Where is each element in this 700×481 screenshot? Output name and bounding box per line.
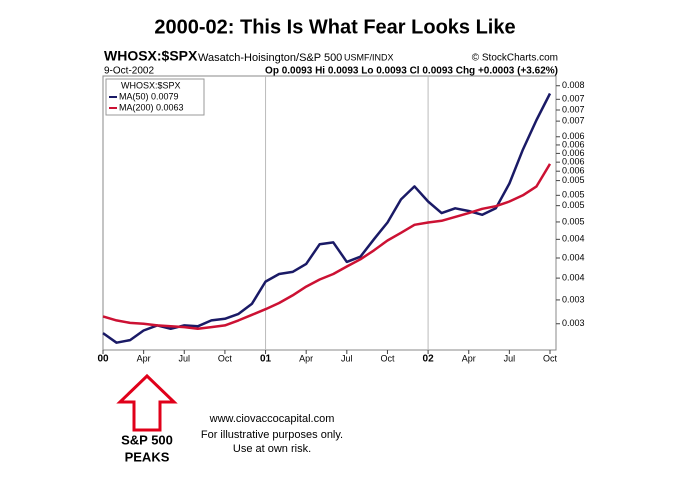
legend-label: MA(50) 0.0079 — [119, 91, 179, 101]
exchange: USMF/INDX — [344, 52, 394, 62]
x-tick-label: 01 — [260, 354, 272, 365]
source: © StockCharts.com — [472, 53, 558, 64]
y-tick-label: 0.006 — [562, 148, 585, 158]
line-series — [102, 92, 552, 344]
arrow — [116, 373, 178, 432]
website: www.ciovaccocapital.com — [209, 413, 335, 425]
peak-label: S&P 500 — [121, 432, 173, 447]
y-tick-label: 0.008 — [562, 80, 585, 90]
disclaimer: For illustrative purposes only. — [201, 429, 343, 441]
x-tick-label: Oct — [380, 353, 395, 363]
y-tick-label: 0.005 — [562, 200, 585, 210]
description: Wasatch-Hoisington/S&P 500 — [198, 52, 342, 64]
y-tick-label: 0.004 — [562, 234, 585, 244]
y-tick-label: 0.007 — [562, 116, 585, 126]
x-tick-label: Oct — [543, 353, 558, 363]
peak-label: PEAKS — [125, 449, 170, 464]
x-tick-label: 02 — [423, 354, 435, 365]
x-tick-label: Jul — [341, 353, 353, 363]
symbol: WHOSX:$SPX — [104, 48, 198, 64]
disclaimer: Use at own risk. — [233, 443, 311, 455]
x-tick-label: Oct — [218, 353, 233, 363]
x-tick-label: Apr — [299, 353, 313, 363]
chart-title: 2000-02: This Is What Fear Looks Like — [154, 16, 515, 38]
x-tick-label: Jul — [179, 353, 191, 363]
legend-box — [105, 78, 205, 116]
y-tick-label: 0.005 — [562, 190, 585, 200]
y-tick-label: 0.004 — [562, 252, 585, 262]
legend-label: MA(200) 0.0063 — [119, 102, 184, 112]
plot-frame — [102, 75, 557, 351]
y-tick-label: 0.006 — [562, 166, 585, 176]
y-tick-label: 0.007 — [562, 94, 585, 104]
x-tick-label: Apr — [137, 353, 151, 363]
date: 9-Oct-2002 — [104, 66, 154, 77]
y-tick-label: 0.003 — [562, 294, 585, 304]
y-tick-label: 0.006 — [562, 131, 585, 141]
quote: Op 0.0093 Hi 0.0093 Lo 0.0093 Cl 0.0093 … — [265, 66, 558, 77]
y-tick-label: 0.006 — [562, 157, 585, 167]
y-tick-label: 0.005 — [562, 175, 585, 185]
x-tick-label: 00 — [97, 354, 109, 365]
line-series — [102, 163, 552, 331]
y-tick-label: 0.005 — [562, 216, 585, 226]
y-tick-label: 0.007 — [562, 104, 585, 114]
y-tick-label: 0.006 — [562, 139, 585, 149]
x-tick-label: Jul — [504, 353, 516, 363]
y-tick-label: 0.003 — [562, 318, 585, 328]
x-tick-label: Apr — [462, 353, 476, 363]
legend-title: WHOSX:$SPX — [121, 80, 181, 90]
y-tick-label: 0.004 — [562, 272, 585, 282]
